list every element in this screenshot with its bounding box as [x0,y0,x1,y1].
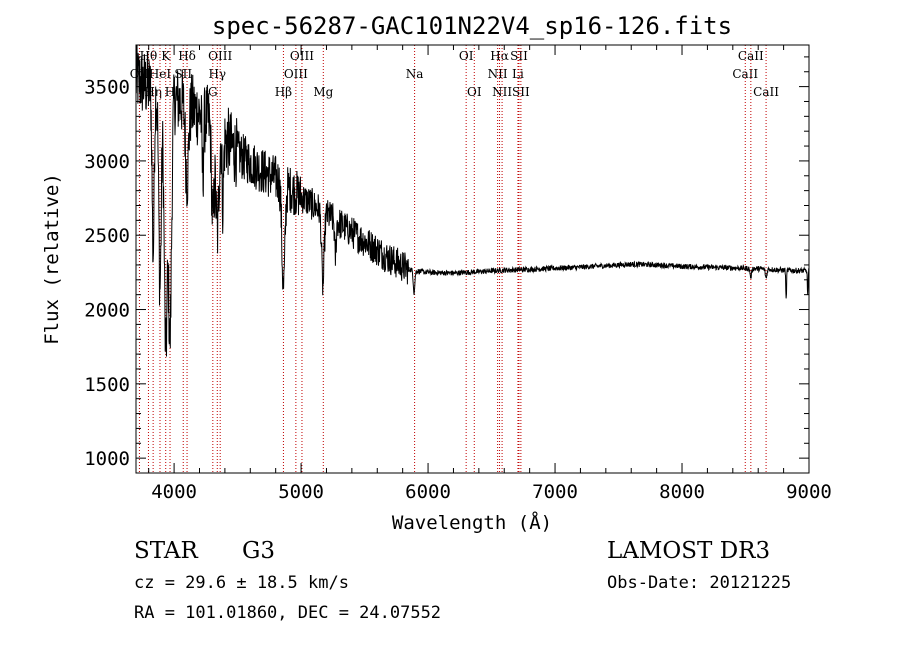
line-marker-label: G [208,85,218,99]
line-marker-label: Mg [313,85,333,99]
line-marker-label: SII [174,67,192,81]
line-marker-label: OIII [290,49,314,63]
line-marker-label: Hγ [208,67,226,81]
line-marker-label: K [161,49,171,63]
line-marker-label: SII [510,49,528,63]
x-tick-label: 9000 [786,481,832,503]
line-marker-label: OIII [208,49,232,63]
line-marker-label: CaII [753,85,779,99]
x-axis-label: Wavelength (Å) [392,511,552,534]
x-tick-label: 4000 [151,481,197,503]
redshift-velocity: cz = 29.6 ± 18.5 km/s [134,573,349,593]
line-marker-label: NII [492,85,512,99]
tick-labels: 4000 5000 6000 7000 8000 9000 1000 1500 2000 2500… [84,77,832,503]
line-marker-label: SII [512,85,530,99]
line-marker-label: Li [512,67,524,81]
spectral-subclass: G3 [242,538,276,564]
line-marker-label: Hδ [178,49,196,63]
line-marker-label: Hα [490,49,509,63]
line-marker-label: NII [488,67,508,81]
line-marker-label: CaII [738,49,764,63]
line-markers: OIIHθHηHeIKHSIIHδGHγOIIIHβOIIIOIIIMgNaOI… [130,45,779,473]
sky-coordinates: RA = 101.01860, DEC = 24.07552 [134,603,442,623]
x-tick-label: 5000 [278,481,324,503]
line-marker-label: HeI [149,67,172,81]
line-marker-label: CaII [732,67,758,81]
chart-title: spec-56287-GAC101N22V4_sp16-126.fits [212,12,732,40]
y-tick-label: 1000 [84,448,130,470]
line-marker-label: Hβ [275,85,292,99]
x-tick-label: 7000 [532,481,578,503]
y-tick-label: 2000 [84,300,130,322]
line-marker-label: Na [406,67,424,81]
y-tick-label: 1500 [84,374,130,396]
line-marker-label: H [165,85,175,99]
y-axis-label: Flux (relative) [41,173,63,345]
survey-name: LAMOST DR3 [607,538,771,564]
object-class: STAR [134,538,198,564]
line-marker-label: OIII [284,67,308,81]
line-marker-label: OI [459,49,474,63]
line-marker-label: OI [467,85,482,99]
x-tick-label: 6000 [405,481,451,503]
spectrum-line [135,45,810,357]
plot-frame [135,44,810,474]
y-tick-label: 3000 [84,151,130,173]
y-tick-label: 3500 [84,77,130,99]
y-tick-label: 2500 [84,225,130,247]
observation-date: Obs-Date: 20121225 [607,573,792,593]
x-tick-label: 8000 [659,481,705,503]
axis-ticks [136,45,810,473]
